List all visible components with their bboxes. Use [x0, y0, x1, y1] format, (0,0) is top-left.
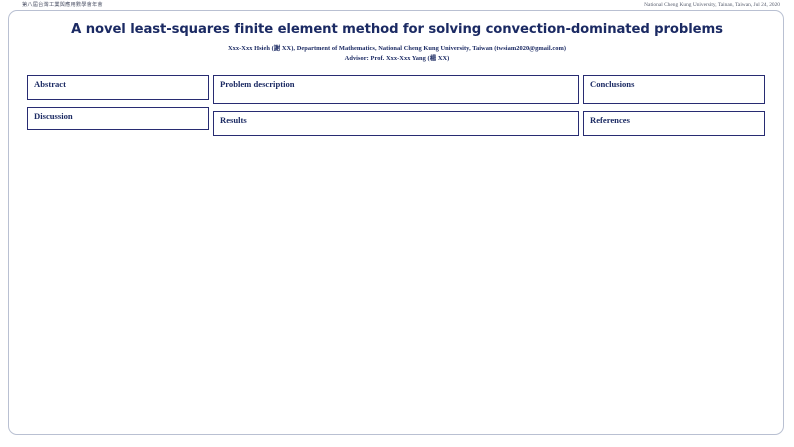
block-abstract[interactable]: Abstract	[27, 75, 209, 100]
block-title-discussion: Discussion	[34, 111, 73, 121]
column-left: Abstract Discussion	[27, 75, 209, 137]
block-body-references	[584, 126, 764, 129]
author-block: Xxx-Xxx Hsieh (謝 XX), Department of Math…	[9, 44, 785, 64]
block-discussion[interactable]: Discussion	[27, 107, 209, 130]
block-body-conclusions	[584, 90, 764, 93]
column-middle: Problem description Results	[213, 75, 579, 143]
block-title-results: Results	[220, 115, 247, 125]
block-title-references: References	[590, 115, 630, 125]
block-body-results	[214, 126, 578, 129]
block-body-problem-description	[214, 90, 578, 93]
block-problem-description[interactable]: Problem description	[213, 75, 579, 104]
page-title: A novel least-squares finite element met…	[71, 22, 723, 37]
block-title-conclusions: Conclusions	[590, 79, 635, 89]
block-conclusions[interactable]: Conclusions	[583, 75, 765, 104]
block-body-discussion	[28, 122, 208, 125]
advisor-text: Advisor: Prof. Xxx-Xxx Yang (楊 XX)	[344, 55, 450, 62]
block-title-abstract: Abstract	[34, 79, 66, 89]
block-results[interactable]: Results	[213, 111, 579, 136]
poster-header-strip: 第八屆台灣工業與應用數學會年會 National Cheng Kung Univ…	[0, 0, 794, 12]
column-right: Conclusions References	[583, 75, 765, 143]
venue-date-text: National Cheng Kung University, Tainan, …	[644, 2, 780, 8]
poster-frame: A novel least-squares finite element met…	[8, 10, 784, 435]
block-body-abstract	[28, 90, 208, 93]
block-title-problem-description: Problem description	[220, 79, 295, 89]
poster-columns: Abstract Discussion Problem description …	[27, 75, 767, 155]
author-affiliation-text: Xxx-Xxx Hsieh (謝 XX), Department of Math…	[227, 45, 567, 52]
block-references[interactable]: References	[583, 111, 765, 136]
conference-name-text: 第八屆台灣工業與應用數學會年會	[22, 2, 103, 8]
title-block: A novel least-squares finite element met…	[9, 21, 785, 39]
